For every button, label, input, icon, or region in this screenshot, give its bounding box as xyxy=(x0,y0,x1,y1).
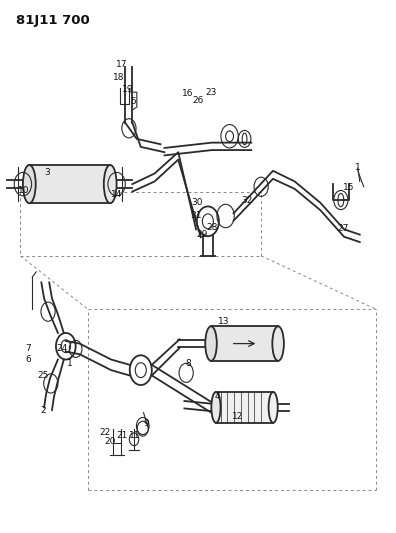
Text: 19: 19 xyxy=(122,85,134,94)
Text: 21: 21 xyxy=(116,431,128,440)
Ellipse shape xyxy=(268,392,278,423)
Ellipse shape xyxy=(104,165,116,203)
Text: 27: 27 xyxy=(337,224,349,233)
Polygon shape xyxy=(29,165,110,203)
Text: 12: 12 xyxy=(232,412,243,421)
Text: 5: 5 xyxy=(130,97,136,106)
Text: 30: 30 xyxy=(191,198,203,207)
Text: 18: 18 xyxy=(112,72,124,82)
Ellipse shape xyxy=(211,392,221,423)
Text: 4: 4 xyxy=(214,392,220,401)
Text: 81J11 700: 81J11 700 xyxy=(17,14,90,27)
Ellipse shape xyxy=(23,165,36,203)
Text: 20: 20 xyxy=(105,438,116,447)
Text: 7: 7 xyxy=(25,344,31,353)
Text: 15: 15 xyxy=(343,183,354,192)
Text: 10: 10 xyxy=(18,186,29,195)
Text: 17: 17 xyxy=(116,60,127,69)
Text: 1: 1 xyxy=(355,163,361,172)
Ellipse shape xyxy=(272,326,284,361)
Polygon shape xyxy=(211,326,278,361)
Text: 16: 16 xyxy=(182,88,193,98)
Text: 22: 22 xyxy=(100,428,111,437)
Text: 28: 28 xyxy=(207,223,218,232)
Text: 14: 14 xyxy=(111,190,123,199)
Polygon shape xyxy=(216,392,273,423)
Text: 23: 23 xyxy=(205,87,216,96)
Text: 2: 2 xyxy=(40,406,46,415)
Text: 31: 31 xyxy=(190,211,202,220)
Ellipse shape xyxy=(205,326,217,361)
Text: 1: 1 xyxy=(67,359,72,368)
Text: 29: 29 xyxy=(196,230,208,239)
Text: 11: 11 xyxy=(129,431,141,440)
Text: 13: 13 xyxy=(218,317,229,326)
Text: 9: 9 xyxy=(144,419,150,428)
Text: 25: 25 xyxy=(38,371,49,380)
Text: 6: 6 xyxy=(25,355,31,364)
Text: 32: 32 xyxy=(241,196,252,205)
Text: 8: 8 xyxy=(185,359,191,368)
Text: 3: 3 xyxy=(44,168,50,177)
Text: 26: 26 xyxy=(192,95,204,104)
Text: 24: 24 xyxy=(56,344,67,353)
